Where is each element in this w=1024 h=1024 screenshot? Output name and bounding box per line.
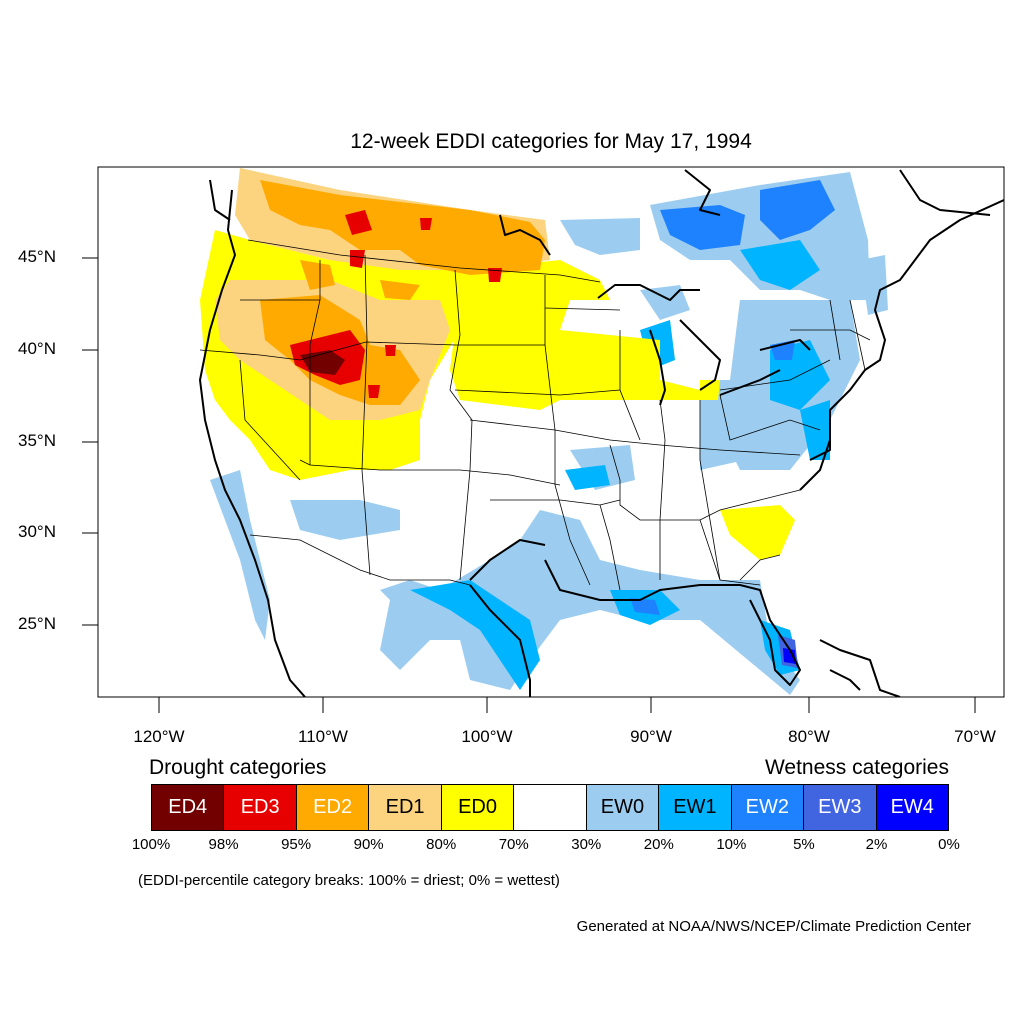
- legend-color-bar: ED4 ED3 ED2 ED1 ED0 EW0 EW1 EW2 EW3 EW4: [151, 784, 949, 831]
- drought-ed3-ed4-regions: [290, 210, 502, 398]
- map-title: 12-week EDDI categories for May 17, 1994: [350, 130, 752, 153]
- legend-tick-label: 98%: [208, 836, 239, 853]
- legend-swatch-ew1: EW1: [659, 785, 732, 830]
- legend-tick-label: 100%: [131, 836, 171, 853]
- drought-heading: Drought categories: [149, 756, 327, 779]
- legend-tick-label: 70%: [498, 836, 529, 853]
- wetness-ew1-ew2-regions: [410, 180, 835, 690]
- latitude-label-25: 25°N: [18, 614, 56, 633]
- latitude-label-35: 35°N: [18, 431, 56, 450]
- legend-swatch-ew4: EW4: [876, 785, 948, 830]
- longitude-label-120: 120°W: [133, 727, 185, 746]
- state-boundaries: [199, 239, 871, 591]
- longitude-label-70: 70°W: [954, 727, 996, 746]
- legend-swatch-ed0: ED0: [441, 785, 515, 830]
- legend-tick-label: 90%: [353, 836, 384, 853]
- longitude-label-80: 80°W: [788, 727, 830, 746]
- coastlines: [199, 169, 1004, 697]
- credit-line: Generated at NOAA/NWS/NCEP/Climate Predi…: [576, 918, 971, 935]
- wetness-heading: Wetness categories: [764, 756, 949, 779]
- legend-swatch-ew0: EW0: [586, 785, 660, 830]
- legend-tick-label: 5%: [793, 836, 815, 853]
- latitude-label-45: 45°N: [18, 247, 56, 266]
- latitude-label-30: 30°N: [18, 522, 56, 541]
- category-breaks-note: (EDDI-percentile category breaks: 100% =…: [138, 872, 560, 889]
- legend-swatch-ed4: ED4: [152, 785, 225, 830]
- longitude-label-110: 110°W: [298, 727, 348, 746]
- latitude-ticks: [82, 257, 98, 626]
- legend-swatch-ed3: ED3: [224, 785, 297, 830]
- legend-swatch-ed2: ED2: [296, 785, 370, 830]
- legend-tick-label: 80%: [426, 836, 457, 853]
- longitude-label-100: 100°W: [461, 727, 513, 746]
- longitude-ticks: [158, 697, 976, 713]
- longitude-label-90: 90°W: [630, 727, 672, 746]
- legend-tick-label: 0%: [938, 836, 960, 853]
- latitude-label-40: 40°N: [18, 339, 56, 358]
- legend-tick-label: 95%: [281, 836, 312, 853]
- legend-swatch-neutral: [514, 785, 587, 830]
- map-frame: [97, 166, 1005, 698]
- legend-tick-label: 20%: [643, 836, 674, 853]
- legend-swatch-ew3: EW3: [804, 785, 877, 830]
- legend-swatch-ed1: ED1: [369, 785, 442, 830]
- legend-swatch-ew2: EW2: [731, 785, 805, 830]
- legend-tick-label: 2%: [865, 836, 888, 853]
- legend-tick-label: 30%: [571, 836, 602, 853]
- legend-tick-label: 10%: [716, 836, 747, 853]
